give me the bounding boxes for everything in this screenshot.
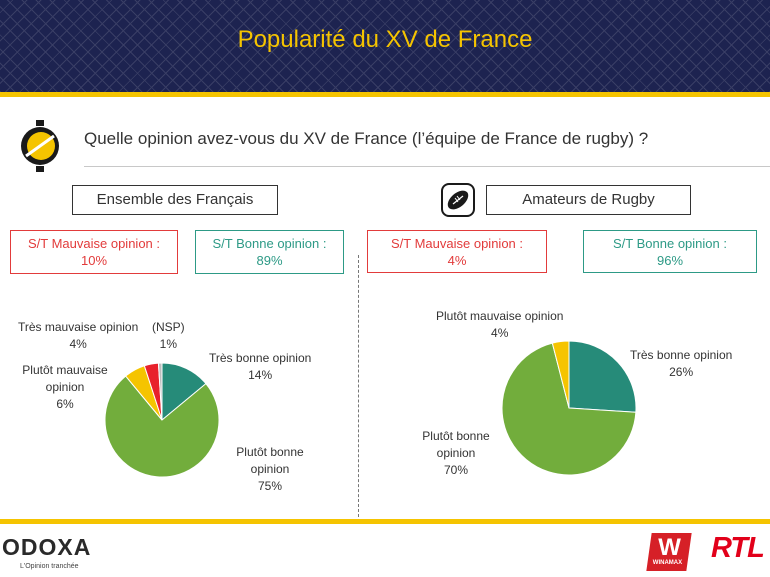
odoxa-tagline: L'Opinion tranchée <box>20 563 79 570</box>
left-label-plutot-mauvaise: Plutôt mauvaise opinion 6% <box>22 363 108 411</box>
odoxa-logo: ODOXA <box>2 534 92 560</box>
right-label-plutot-mauvaise: Plutôt mauvaise opinion 4% <box>436 309 564 340</box>
left-label-nsp: (NSP) 1% <box>152 320 185 351</box>
pie-ensemble-slice-1 <box>104 375 220 478</box>
right-bad-label: S/T Mauvaise opinion : <box>391 236 523 251</box>
left-good-label: S/T Bonne opinion : <box>212 236 327 251</box>
survey-question: Quelle opinion avez-vous du XV de France… <box>84 129 649 148</box>
left-good-opinion-box: S/T Bonne opinion : 89% <box>195 230 344 274</box>
pie-amateurs-slice-2 <box>551 340 570 409</box>
left-label-plutot-bonne: Plutôt bonne opinion 75% <box>236 445 304 493</box>
footer-accent-bar <box>0 519 770 524</box>
rugby-ball-icon <box>441 183 475 217</box>
page-title: Popularité du XV de France <box>237 26 533 53</box>
odoxa-coin-icon <box>21 120 59 172</box>
left-label-tres-mauvaise: Très mauvaise opinion 4% <box>18 320 139 351</box>
right-label-tres-bonne: Très bonne opinion 26% <box>630 348 733 379</box>
group-label-ensemble: Ensemble des Français <box>72 185 278 215</box>
pie-amateurs-slice-1 <box>501 342 637 476</box>
left-bad-label: S/T Mauvaise opinion : <box>28 236 160 251</box>
pie-chart-ensemble <box>104 362 220 478</box>
right-bad-value: 4% <box>447 253 467 268</box>
rtl-logo: RTL <box>711 532 765 564</box>
left-bad-value: 10% <box>80 253 108 268</box>
winamax-logo: W WINAMAX <box>646 533 692 571</box>
pie-amateurs-slice-0 <box>568 340 637 413</box>
pie-ensemble-slice-4 <box>157 362 163 421</box>
left-label-tres-bonne: Très bonne opinion 14% <box>209 351 312 382</box>
section-divider <box>358 255 359 517</box>
header-accent-bar <box>0 92 770 97</box>
right-bad-opinion-box: S/T Mauvaise opinion : 4% <box>367 230 547 273</box>
header-banner: Popularité du XV de France <box>0 0 770 92</box>
group-label-amateurs: Amateurs de Rugby <box>486 185 691 215</box>
right-label-plutot-bonne: Plutôt bonne opinion 70% <box>422 429 490 477</box>
left-bad-opinion-box: S/T Mauvaise opinion : 10% <box>10 230 178 274</box>
right-good-opinion-box: S/T Bonne opinion : 96% <box>583 230 757 273</box>
right-good-value: 96% <box>656 253 684 268</box>
header-pattern <box>0 0 770 92</box>
left-good-value: 89% <box>256 253 283 268</box>
question-underline <box>84 166 770 167</box>
right-good-label: S/T Bonne opinion : <box>613 236 727 251</box>
pie-chart-amateurs <box>501 340 637 476</box>
